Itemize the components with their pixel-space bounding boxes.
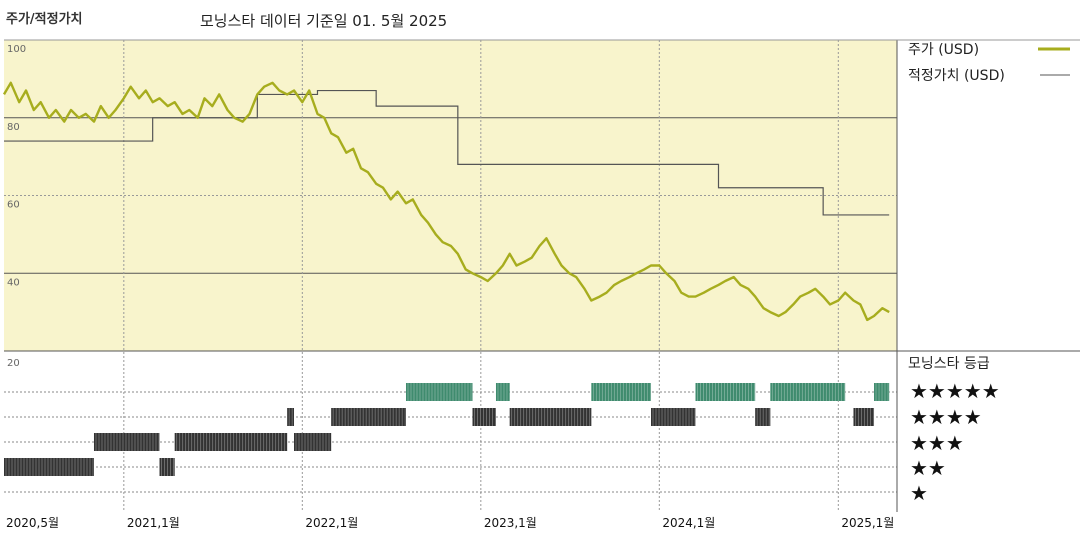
rating-bar-10: [509, 408, 592, 426]
rating-label-5: ★★★★★: [910, 379, 1000, 403]
rating-bars: [4, 383, 890, 476]
rating-bar-4: [287, 408, 295, 426]
rating-period-9: [495, 383, 510, 401]
rating-bar-3: [174, 433, 288, 451]
rating-label-2: ★★: [910, 456, 946, 480]
rating-period-8: [472, 408, 496, 426]
price-line: [2, 81, 890, 322]
rating-label-3: ★★★: [910, 431, 964, 455]
rating-period-10: [509, 408, 592, 426]
rating-title: 모닝스타 등급: [908, 356, 990, 372]
rating-period-11: [591, 383, 652, 401]
rating-bar-16: [853, 408, 875, 426]
rating-period-5: [294, 433, 332, 451]
rating-period-13: [695, 383, 756, 401]
rating-bar-5: [294, 433, 332, 451]
rating-period-12: [651, 408, 696, 426]
rating-period-2: [159, 458, 175, 476]
rating-period-17: [874, 383, 890, 401]
price-tick-60: 60: [7, 200, 20, 211]
rating-period-1: [93, 433, 160, 451]
rating-bar-13: [695, 383, 756, 401]
price-tick-40: 40: [7, 277, 20, 288]
rating-period-6: [331, 408, 406, 426]
price-tick-100: 100: [7, 44, 26, 55]
rating-bar-11: [591, 383, 652, 401]
rating-period-3: [174, 433, 288, 451]
rating-bar-2: [159, 458, 175, 476]
rating-bar-6: [331, 408, 406, 426]
price-tick-20: 20: [7, 358, 20, 369]
rating-bar-8: [472, 408, 496, 426]
rating-bar-1: [93, 433, 160, 451]
rating-bar-0: [4, 458, 94, 476]
legend-fairvalue-label: 적정가치 (USD): [908, 68, 1005, 84]
price-tick-80: 80: [7, 122, 20, 133]
date-tick-2025-01-01: 2025,1월: [841, 516, 894, 530]
chart-section-label: 주가/적정가치: [6, 12, 83, 27]
fair-value-line: [4, 89, 890, 216]
rating-period-7: [405, 383, 473, 401]
rating-bar-9: [495, 383, 510, 401]
rating-bar-14: [755, 408, 771, 426]
date-tick-2021-01-01: 2021,1월: [127, 516, 180, 530]
date-tick-2024-01-01: 2024,1월: [662, 516, 715, 530]
rating-period-15: [770, 383, 846, 401]
chart-title: 모닝스타 데이터 기준일 01. 5월 2025: [200, 12, 448, 30]
rating-bar-7: [405, 383, 473, 401]
rating-period-0: [4, 458, 94, 476]
fair-value-series: [4, 89, 890, 216]
legend-price-label: 주가 (USD): [908, 42, 979, 58]
rating-period-14: [755, 408, 771, 426]
date-tick-2022-01-01: 2022,1월: [305, 516, 358, 530]
rating-bar-15: [770, 383, 846, 401]
date-axis-labels: 2020,5월 2021,1월 2022,1월 2023,1월 2024,1월 2025,…: [6, 516, 894, 530]
rating-label-1: ★: [910, 481, 928, 505]
price-series: [2, 81, 890, 322]
rating-period-16: [853, 408, 875, 426]
rating-bar-17: [874, 383, 890, 401]
rating-period-4: [287, 408, 295, 426]
price-axis-labels: 20 40 60 80 100: [7, 44, 26, 369]
date-tick-2020-05-01: 2020,5월: [6, 516, 59, 530]
rating-label-4: ★★★★: [910, 405, 982, 429]
rating-bar-12: [651, 408, 696, 426]
date-tick-2023-01-01: 2023,1월: [484, 516, 537, 530]
